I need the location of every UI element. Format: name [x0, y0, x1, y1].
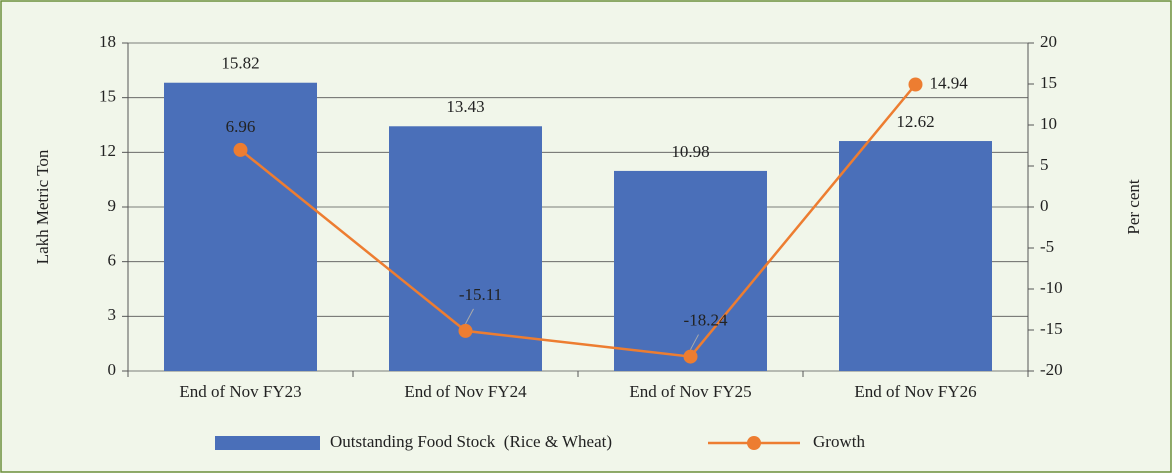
y-tick-label: 15	[99, 87, 116, 106]
bar-value-label: 13.43	[446, 97, 484, 116]
y-tick-label: 9	[108, 196, 117, 215]
line-value-label: 6.96	[226, 117, 256, 136]
legend-label: Outstanding Food Stock (Rice & Wheat)	[330, 432, 612, 451]
label-leader	[465, 308, 474, 325]
y2-tick-label: -5	[1040, 237, 1054, 256]
line-value-label: -15.11	[459, 285, 502, 304]
y2-tick-label: 0	[1040, 196, 1049, 215]
bar-value-label: 10.98	[671, 142, 709, 161]
line-marker	[908, 77, 923, 92]
line-value-label: -18.24	[684, 310, 728, 329]
y2-tick-label: -10	[1040, 278, 1063, 297]
label-leader	[690, 334, 699, 350]
y2-tick-label: 15	[1040, 73, 1057, 92]
y-tick-label: 0	[108, 360, 117, 379]
bar	[839, 141, 992, 371]
bar-value-label: 15.82	[221, 54, 259, 73]
line-value-label: 14.94	[930, 73, 969, 92]
line	[239, 83, 917, 358]
bar-value-label: 12.62	[896, 112, 934, 131]
y2-tick-label: 5	[1040, 155, 1049, 174]
legend-label: Growth	[813, 432, 865, 451]
y-tick-label: 12	[99, 141, 116, 160]
line-marker	[458, 323, 473, 338]
x-tick-label: End of Nov FY23	[179, 382, 301, 401]
y2-tick-label: 10	[1040, 114, 1057, 133]
y2-tick-label: -15	[1040, 319, 1063, 338]
y-tick-label: 6	[108, 251, 117, 270]
line-marker	[233, 142, 248, 157]
legend-marker	[747, 436, 761, 450]
bar	[164, 82, 317, 372]
x-tick-label: End of Nov FY25	[629, 382, 751, 401]
y-tick-label: 18	[99, 32, 116, 51]
y-axis-title: Lakh Metric Ton	[33, 149, 52, 264]
line-marker	[683, 349, 698, 364]
x-tick-label: End of Nov FY26	[854, 382, 976, 401]
y2-tick-label: -20	[1040, 360, 1063, 379]
y2-axis-title: Per cent	[1124, 179, 1143, 235]
legend-swatch	[215, 436, 320, 450]
y2-tick-label: 20	[1040, 32, 1057, 51]
bar	[614, 170, 767, 371]
x-tick-label: End of Nov FY24	[404, 382, 527, 401]
y-tick-label: 3	[108, 305, 117, 324]
